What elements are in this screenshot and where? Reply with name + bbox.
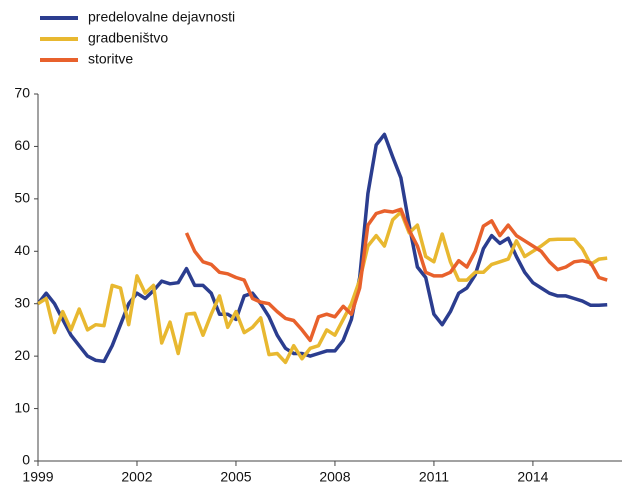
legend-label: gradbeništvo [88,30,168,46]
x-tick-label: 2002 [121,469,152,485]
series-line [37,210,608,365]
legend-label: storitve [88,51,133,67]
x-tick-label: 2005 [220,469,251,485]
y-tick-label: 60 [14,137,30,153]
legend-label: predelovalne dejavnosti [88,9,235,25]
y-tick-label: 20 [14,347,30,363]
y-tick-label: 0 [22,452,30,468]
y-tick-label: 50 [14,190,30,206]
x-tick-label: 2014 [517,469,548,485]
y-tick-label: 10 [14,399,30,415]
y-tick-label: 30 [14,294,30,310]
series-line [184,207,608,343]
x-tick-label: 2008 [319,469,350,485]
y-tick-label: 70 [14,85,30,101]
x-tick-label: 1999 [22,469,53,485]
y-tick-label: 40 [14,242,30,258]
x-tick-label: 2011 [419,469,449,485]
